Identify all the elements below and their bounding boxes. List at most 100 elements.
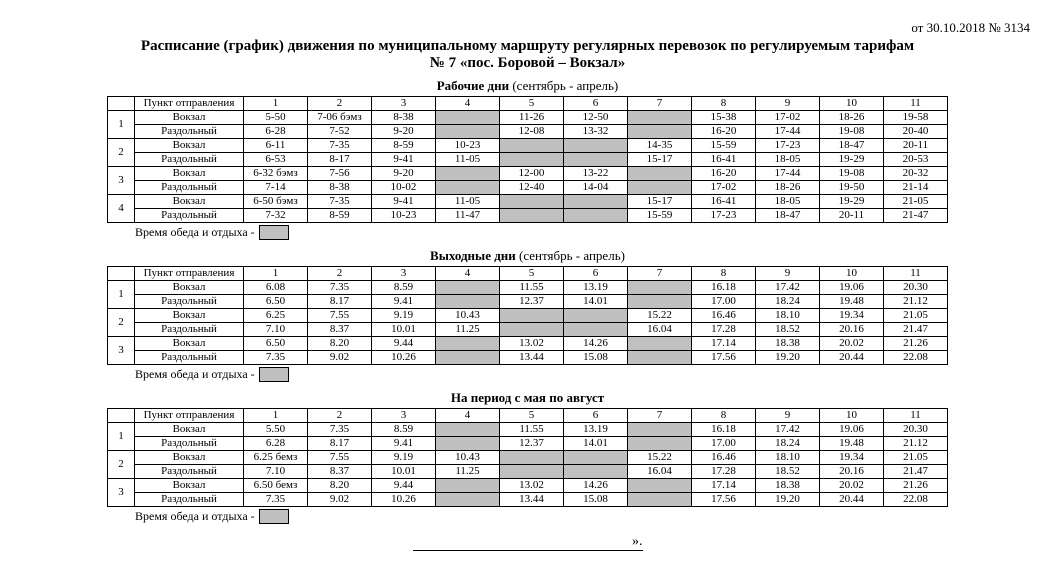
section-caption: Рабочие дни (сентябрь - апрель) xyxy=(25,78,1030,94)
header-col: 8 xyxy=(692,97,756,111)
row-number: 2 xyxy=(108,309,135,337)
section-caption: На период с мая по август xyxy=(25,390,1030,406)
time-cell xyxy=(564,451,628,465)
time-cell: 13.44 xyxy=(500,493,564,507)
header-col: 4 xyxy=(436,97,500,111)
signature-line: ». xyxy=(413,534,643,551)
time-cell: 7-52 xyxy=(308,125,372,139)
header-col: 3 xyxy=(372,267,436,281)
time-cell: 20-32 xyxy=(884,167,948,181)
header-col: 9 xyxy=(756,409,820,423)
time-cell: 16.04 xyxy=(628,323,692,337)
time-cell: 7.10 xyxy=(244,323,308,337)
header-col: 5 xyxy=(500,97,564,111)
time-cell: 13.19 xyxy=(564,281,628,295)
table-row: Раздольный6-538-179-4111-0515-1716-4118-… xyxy=(108,153,948,167)
time-cell: 11-05 xyxy=(436,153,500,167)
time-cell: 13.44 xyxy=(500,351,564,365)
time-cell xyxy=(564,209,628,223)
time-cell: 20-11 xyxy=(884,139,948,153)
header-col: 4 xyxy=(436,267,500,281)
time-cell xyxy=(564,139,628,153)
time-cell: 22.08 xyxy=(884,351,948,365)
time-cell xyxy=(628,423,692,437)
time-cell: 10-23 xyxy=(436,139,500,153)
time-cell: 16-20 xyxy=(692,167,756,181)
time-cell: 10.43 xyxy=(436,309,500,323)
time-cell: 16.46 xyxy=(692,451,756,465)
time-cell: 20.02 xyxy=(820,337,884,351)
time-cell: 11-26 xyxy=(500,111,564,125)
departure-point: Раздольный xyxy=(135,493,244,507)
header-col: 7 xyxy=(628,97,692,111)
time-cell: 6.28 xyxy=(244,437,308,451)
departure-point: Вокзал xyxy=(135,111,244,125)
departure-point: Вокзал xyxy=(135,195,244,209)
time-cell: 19-08 xyxy=(820,125,884,139)
time-cell: 20.16 xyxy=(820,323,884,337)
time-cell: 10-02 xyxy=(372,181,436,195)
time-cell: 9.44 xyxy=(372,337,436,351)
time-cell: 8.17 xyxy=(308,437,372,451)
departure-point: Раздольный xyxy=(135,125,244,139)
table-row: 2Вокзал6.25 бемз7.559.1910.4315.2216.461… xyxy=(108,451,948,465)
time-cell: 9.19 xyxy=(372,309,436,323)
time-cell xyxy=(436,351,500,365)
time-cell: 15.22 xyxy=(628,451,692,465)
header-col: 6 xyxy=(564,409,628,423)
time-cell: 16-41 xyxy=(692,195,756,209)
header-dep: Пункт отправления xyxy=(135,409,244,423)
time-cell xyxy=(436,125,500,139)
table-row: 4Вокзал6-50 бэмз7-359-4111-0515-1716-411… xyxy=(108,195,948,209)
time-cell: 19-58 xyxy=(884,111,948,125)
departure-point: Раздольный xyxy=(135,295,244,309)
time-cell: 17.28 xyxy=(692,465,756,479)
time-cell: 22.08 xyxy=(884,493,948,507)
time-cell: 21.05 xyxy=(884,309,948,323)
time-cell: 13-32 xyxy=(564,125,628,139)
time-cell: 16.18 xyxy=(692,423,756,437)
table-row: Раздольный6.288.179.4112.3714.0117.0018.… xyxy=(108,437,948,451)
time-cell xyxy=(500,209,564,223)
time-cell: 12.37 xyxy=(500,437,564,451)
table-row: Раздольный7.108.3710.0111.2516.0417.2818… xyxy=(108,323,948,337)
row-number: 3 xyxy=(108,167,135,195)
time-cell: 20.30 xyxy=(884,423,948,437)
time-cell: 6.50 xyxy=(244,295,308,309)
time-cell: 18.24 xyxy=(756,437,820,451)
time-cell xyxy=(564,195,628,209)
time-cell xyxy=(500,309,564,323)
time-cell: 11.25 xyxy=(436,323,500,337)
time-cell: 15-38 xyxy=(692,111,756,125)
header-col: 2 xyxy=(308,409,372,423)
caption-main: На период с мая по август xyxy=(451,390,604,405)
time-cell: 7-56 xyxy=(308,167,372,181)
break-row: Время обеда и отдыха - xyxy=(135,509,1030,524)
time-cell: 12-50 xyxy=(564,111,628,125)
table-row: Раздольный7-148-3810-0212-4014-0417-0218… xyxy=(108,181,948,195)
time-cell: 17-44 xyxy=(756,125,820,139)
time-cell: 20.44 xyxy=(820,493,884,507)
time-cell: 7.10 xyxy=(244,465,308,479)
time-cell: 7-35 xyxy=(308,139,372,153)
time-cell: 6.08 xyxy=(244,281,308,295)
header-col: 9 xyxy=(756,267,820,281)
time-cell: 12-40 xyxy=(500,181,564,195)
time-cell: 15-59 xyxy=(628,209,692,223)
time-cell: 9.02 xyxy=(308,493,372,507)
time-cell: 7.55 xyxy=(308,451,372,465)
break-box xyxy=(259,509,289,524)
time-cell: 14.26 xyxy=(564,479,628,493)
time-cell: 19-08 xyxy=(820,167,884,181)
time-cell: 21.12 xyxy=(884,295,948,309)
time-cell xyxy=(500,195,564,209)
departure-point: Вокзал xyxy=(135,337,244,351)
time-cell: 19.20 xyxy=(756,351,820,365)
break-label: Время обеда и отдыха - xyxy=(135,225,255,240)
table-row: 3Вокзал6.50 бемз8.209.4413.0214.2617.141… xyxy=(108,479,948,493)
time-cell: 6.25 xyxy=(244,309,308,323)
header-empty xyxy=(108,97,135,111)
time-cell: 8-59 xyxy=(372,139,436,153)
header-col: 3 xyxy=(372,409,436,423)
time-cell: 19-29 xyxy=(820,195,884,209)
